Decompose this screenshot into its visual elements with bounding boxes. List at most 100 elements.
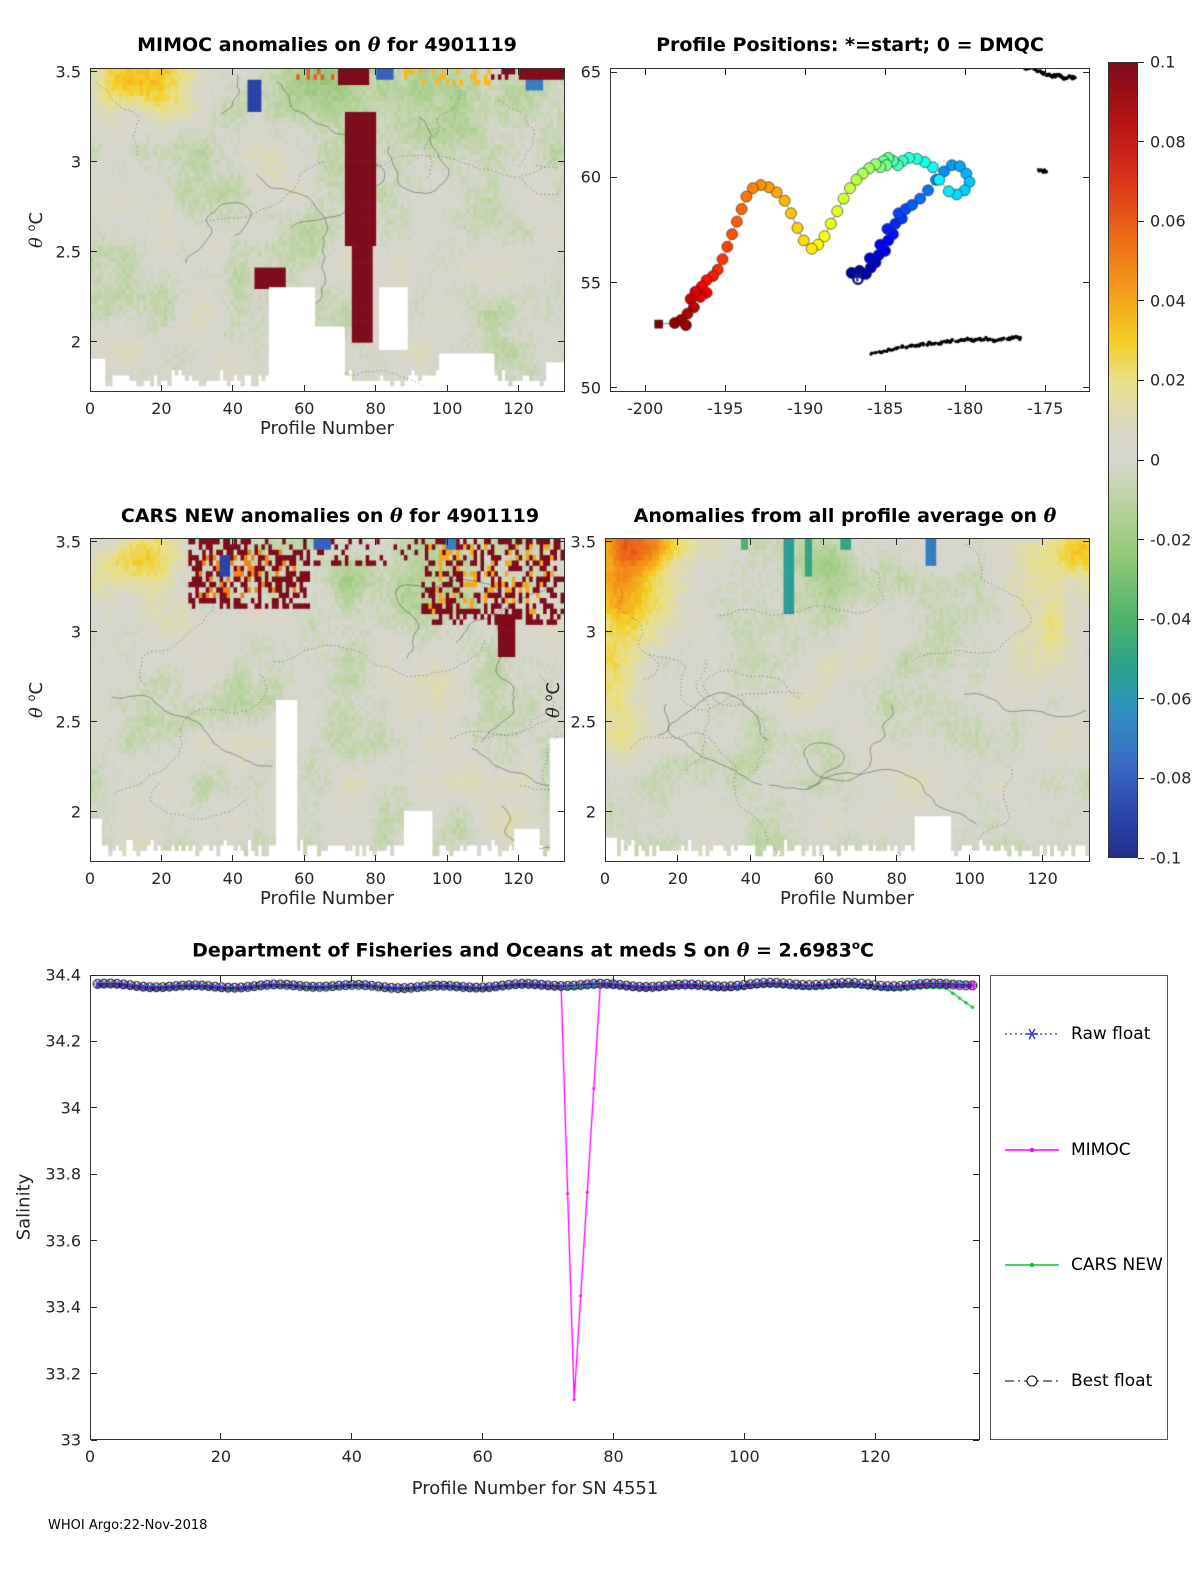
legend: Raw float MIMOC CARS NEW Best float [990,975,1168,1440]
legend-sample-raw-float [1005,1028,1059,1040]
colorbar-tick-label: -0.02 [1150,530,1192,550]
colorbar-tick-label: 0 [1150,450,1161,470]
salinity-ytick-label: 34 [60,1098,81,1118]
salinity-title-theta: θ [736,939,750,962]
avg-ylabel-post: C [543,682,564,695]
tick-mark [823,539,825,545]
salinity-xtick-label: 80 [603,1447,624,1466]
avg-ytick-label: 2 [585,802,596,822]
tick-mark [220,976,222,982]
avg-xtick-label: 40 [740,869,762,888]
map-xtick-label: -185 [867,399,904,418]
cars-ylabel-theta: θ [26,707,47,718]
salinity-xtick-label: 120 [860,1447,891,1466]
map-title: Profile Positions: *=start; 0 = DMQC [656,34,1044,56]
salinity-xtick-label: 20 [210,1447,232,1466]
tick-mark [969,539,971,545]
tick-mark [89,385,91,391]
tick-mark [91,161,97,163]
tick-mark [677,855,679,861]
legend-label-raw-float: Raw float [1071,1023,1151,1044]
tick-mark [1138,618,1144,620]
tick-mark [91,631,97,633]
tick-mark [91,341,97,343]
salinity-title-post: C [859,939,874,962]
mimoc-title-theta: θ [367,34,381,56]
tick-mark [160,539,162,545]
salinity-xtick-label: 100 [729,1447,760,1466]
tick-mark [1138,300,1144,302]
tick-mark [89,1433,91,1439]
tick-mark [823,855,825,861]
tick-mark [606,721,612,723]
mimoc-xtick-label: 80 [365,399,386,418]
tick-mark [303,385,305,391]
cars-ytick-label: 3.5 [55,532,81,552]
mimoc-title-pre: MIMOC anomalies on [137,34,368,56]
tick-mark [375,69,377,75]
legend-label-cars-new: CARS NEW [1071,1255,1163,1276]
cars-title-pre: CARS NEW anomalies on [120,505,390,527]
tick-mark [724,385,726,391]
tick-mark [884,385,886,391]
map-xtick-label: -195 [707,399,744,418]
tick-mark [1083,176,1089,178]
tick-mark [558,541,564,543]
tick-mark [1138,61,1144,63]
tick-mark [1138,777,1144,779]
tick-mark [1042,539,1044,545]
tick-mark [1138,379,1144,381]
tick-mark [91,251,97,253]
mimoc-title-post: for 4901119 [380,34,517,56]
tick-mark [896,539,898,545]
tick-mark [1083,387,1089,389]
colorbar-tick-label: 0.08 [1150,132,1186,152]
cars-xtick-label: 80 [365,869,386,888]
tick-mark [89,976,91,982]
tick-mark [644,69,646,75]
cars-xtick-label: 40 [222,869,244,888]
tick-mark [91,1240,97,1242]
tick-mark [558,341,564,343]
tick-mark [232,69,234,75]
tick-mark [91,1373,97,1375]
tick-mark [964,69,966,75]
salinity-ylabel: Salinity [13,1173,35,1241]
tick-mark [613,976,615,982]
map-xtick-label: -190 [787,399,824,418]
tick-mark [804,385,806,391]
tick-mark [1044,69,1046,75]
salinity-plot-canvas [91,976,979,1439]
tick-mark [973,1107,979,1109]
tick-mark [1138,698,1144,700]
map-ytick-label: 55 [580,273,601,293]
tick-mark [375,385,377,391]
salinity-xtick-label: 60 [472,1447,493,1466]
avg-xlabel: Profile Number [780,888,914,909]
mimoc-xtick-label: 20 [151,399,172,418]
tick-mark [973,1040,979,1042]
tick-mark [303,69,305,75]
tick-mark [973,1173,979,1175]
tick-mark [1138,141,1144,143]
tick-mark [973,1306,979,1308]
map-xtick-label: -180 [947,399,984,418]
tick-mark [558,811,564,813]
avg-ytick-label: 2.5 [570,712,596,732]
salinity-xtick-label: 40 [341,1447,362,1466]
tick-mark [160,69,162,75]
tick-mark [89,539,91,545]
tick-mark [232,539,234,545]
tick-mark [874,1433,876,1439]
avg-ylabel: θ oC [542,682,564,718]
tick-mark [1138,539,1144,541]
colorbar-tick-label: -0.06 [1150,689,1192,709]
cars-ytick-label: 2.5 [55,712,81,732]
mimoc-ytick-label: 3.5 [55,62,81,82]
tick-mark [558,251,564,253]
tick-mark [724,69,726,75]
mimoc-ytick-label: 3 [70,152,81,172]
tick-mark [446,855,448,861]
tick-mark [91,1439,97,1441]
colorbar-tick-label: 0.02 [1150,370,1186,390]
